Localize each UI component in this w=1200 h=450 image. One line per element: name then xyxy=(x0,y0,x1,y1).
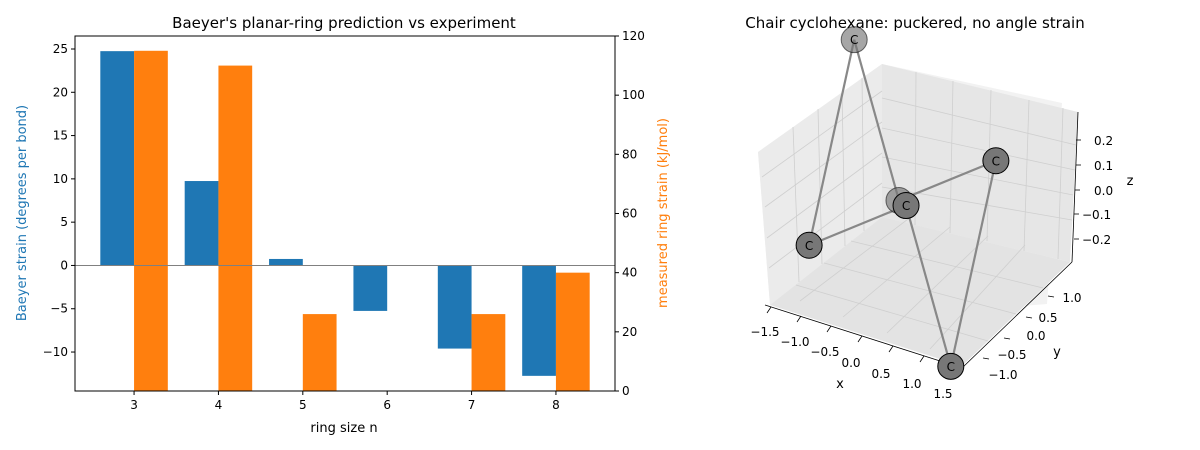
bar-chart: Baeyer's planar-ring prediction vs exper… xyxy=(15,14,671,436)
bond-line xyxy=(853,39,901,201)
bars-group xyxy=(100,50,590,392)
bar-measured-strain xyxy=(218,65,253,391)
z-tick-labels: 0.2 0.1 0.0 −0.1 −0.2 xyxy=(1082,134,1113,247)
right-axis-label: measured ring strain (kJ/mol) xyxy=(656,118,671,308)
floor-pane xyxy=(770,217,1070,366)
atom-label: C xyxy=(805,239,813,253)
bonds-group xyxy=(808,39,997,367)
left-axis-label: Baeyer strain (degrees per bond) xyxy=(15,105,30,321)
bar-baeyer-strain xyxy=(522,265,556,376)
y-tick-label: 1.0 xyxy=(1062,291,1081,305)
atom-label: C xyxy=(947,360,955,374)
bond-line xyxy=(949,160,997,367)
carbon-atom xyxy=(892,192,920,220)
bond-line xyxy=(898,159,997,202)
x-tick-label: −0.5 xyxy=(810,345,839,359)
bar-chart-title: Baeyer's planar-ring prediction vs exper… xyxy=(172,14,516,32)
z-tick-label: 0.0 xyxy=(1094,184,1113,198)
bond-line xyxy=(904,205,952,367)
right-axis-ticks: 0 20 40 60 80 100 120 xyxy=(615,29,645,398)
x-tick-label: −1.5 xyxy=(750,325,779,339)
x-tick-label: 6 xyxy=(383,398,391,412)
x-axis-label: ring size n xyxy=(310,421,377,436)
z-tick-label: 0.2 xyxy=(1094,134,1113,148)
bar-baeyer-strain xyxy=(100,51,135,266)
chair-3d-chart: Chair cyclohexane: puckered, no angle st… xyxy=(745,14,1133,401)
carbon-atom xyxy=(795,231,823,259)
left-tick-label: 5 xyxy=(60,215,68,229)
bond-line xyxy=(808,204,907,247)
x-tick-label: 8 xyxy=(552,398,560,412)
left-tick-label: 25 xyxy=(53,42,68,56)
x-tick-label: 1.5 xyxy=(933,387,952,401)
right-tick-label: 120 xyxy=(622,29,645,43)
atoms-group: CCCCCC xyxy=(795,26,1010,380)
x-tick-label: −1.0 xyxy=(780,335,809,349)
y-tick-label: −0.5 xyxy=(997,348,1026,362)
bar-measured-strain xyxy=(471,314,506,391)
left-tick-label: 0 xyxy=(60,258,68,272)
x-tick-label: 4 xyxy=(215,398,223,412)
x-axis-line xyxy=(764,304,963,369)
y-tick-label: −1.0 xyxy=(988,368,1017,382)
x-tick-label: 0.5 xyxy=(871,367,890,381)
bar-baeyer-strain xyxy=(437,265,472,349)
atom-label: C xyxy=(902,199,910,213)
z-axis-line xyxy=(1071,111,1079,263)
z-tick-label: −0.2 xyxy=(1082,233,1111,247)
carbon-atom xyxy=(982,147,1010,175)
left-tick-label: −5 xyxy=(50,302,68,316)
right-tick-label: 0 xyxy=(622,384,630,398)
bar-baeyer-strain xyxy=(184,181,219,266)
left-tick-label: 20 xyxy=(53,85,68,99)
right-tick-label: 20 xyxy=(622,325,637,339)
chair-chart-title: Chair cyclohexane: puckered, no angle st… xyxy=(745,14,1084,32)
atom-label: C xyxy=(850,33,858,47)
bar-baeyer-strain xyxy=(353,265,388,311)
y-tick-label: 0.5 xyxy=(1038,311,1057,325)
x-tick-label: 0.0 xyxy=(841,356,860,370)
x-tick-label: 3 xyxy=(130,398,138,412)
left-tick-label: −10 xyxy=(43,345,68,359)
x-axis-ticks: 3 4 5 6 7 8 xyxy=(130,391,560,412)
y3d-axis-label: y xyxy=(1053,345,1061,360)
tick-marks xyxy=(766,139,1081,373)
z-tick-label: −0.1 xyxy=(1082,208,1111,222)
y-tick-label: 0.0 xyxy=(1026,329,1045,343)
x-tick-label: 5 xyxy=(299,398,307,412)
grid-lines xyxy=(761,71,1077,350)
z3d-axis-label: z xyxy=(1127,174,1134,189)
bar-measured-strain xyxy=(555,272,590,391)
y-axis-line xyxy=(961,261,1073,369)
bar-measured-strain xyxy=(302,314,337,391)
x-tick-labels: −1.5 −1.0 −0.5 0.0 0.5 1.0 1.5 xyxy=(750,325,952,401)
bar-baeyer-strain xyxy=(269,258,303,266)
carbon-atom xyxy=(840,26,868,54)
right-tick-label: 40 xyxy=(622,266,637,280)
left-axis-ticks: −10 −5 0 5 10 15 20 25 xyxy=(43,42,75,359)
x3d-axis-label: x xyxy=(836,377,844,392)
z-tick-label: 0.1 xyxy=(1094,159,1113,173)
right-tick-label: 100 xyxy=(622,88,645,102)
right-tick-label: 60 xyxy=(622,207,637,221)
x-tick-label: 7 xyxy=(468,398,476,412)
atom-label: C xyxy=(992,154,1000,168)
bond-line xyxy=(808,39,856,246)
left-tick-label: 15 xyxy=(53,129,68,143)
carbon-atom xyxy=(937,352,965,380)
y-tick-labels: 1.0 0.5 0.0 −0.5 −1.0 xyxy=(988,291,1081,382)
bar-measured-strain xyxy=(134,50,168,392)
right-tick-label: 80 xyxy=(622,147,637,161)
x-tick-label: 1.0 xyxy=(902,377,921,391)
left-tick-label: 10 xyxy=(53,172,68,186)
